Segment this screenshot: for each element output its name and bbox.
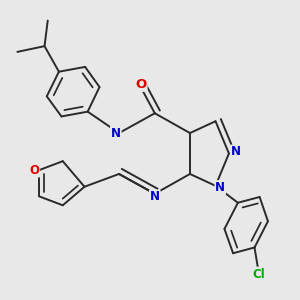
Text: O: O [29, 164, 39, 177]
Text: Cl: Cl [252, 268, 265, 281]
Text: O: O [135, 78, 147, 91]
Text: N: N [231, 146, 241, 158]
Text: N: N [215, 181, 225, 194]
Text: N: N [150, 190, 160, 203]
Text: N: N [111, 127, 121, 140]
